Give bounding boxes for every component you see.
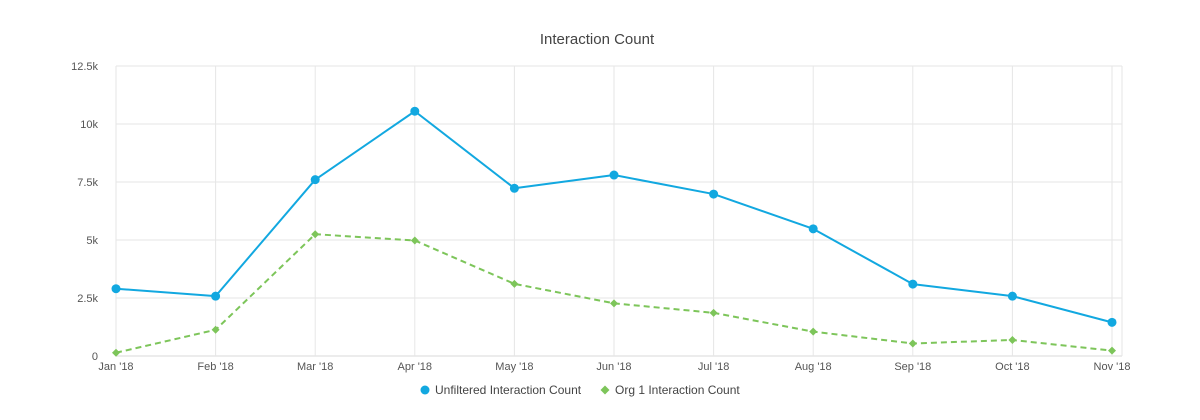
legend-marker-circle [420, 385, 430, 395]
data-point[interactable] [510, 279, 519, 288]
x-tick-label: Apr '18 [398, 361, 433, 373]
y-tick-label: 5k [86, 235, 98, 247]
data-point[interactable] [709, 308, 718, 317]
legend-item-2[interactable]: Org 1 Interaction Count [600, 383, 741, 397]
series-layer [111, 106, 1117, 357]
data-point[interactable] [410, 106, 420, 116]
legend-label: Org 1 Interaction Count [615, 383, 740, 397]
y-tick-label: 0 [92, 351, 98, 363]
axes: 0 2.5k 5k 7.5k 10k 12.5k Jan '18 Feb '18 Mar '18… [71, 61, 1130, 373]
data-point[interactable] [1007, 291, 1017, 301]
data-point[interactable] [808, 224, 818, 234]
data-point[interactable] [709, 189, 719, 199]
x-tick-label: Aug '18 [795, 361, 832, 373]
data-point[interactable] [410, 236, 419, 245]
y-tick-label: 10k [80, 119, 98, 131]
x-tick-label: May '18 [495, 361, 533, 373]
data-point[interactable] [112, 348, 120, 357]
y-tick-label: 12.5k [71, 61, 98, 73]
chart-title: Interaction Count [540, 31, 655, 48]
data-point[interactable] [211, 291, 221, 301]
legend-item-1[interactable]: Unfiltered Interaction Count [420, 383, 582, 397]
data-point[interactable] [111, 284, 121, 294]
data-point[interactable] [908, 279, 918, 289]
legend-label: Unfiltered Interaction Count [435, 383, 582, 397]
data-point[interactable] [211, 325, 220, 334]
data-point[interactable] [311, 230, 320, 239]
x-tick-label: Feb '18 [197, 361, 233, 373]
legend[interactable]: Unfiltered Interaction Count Org 1 Intera… [420, 383, 741, 397]
y-tick-label: 2.5k [77, 293, 98, 305]
x-tick-label: Nov '18 [1094, 361, 1131, 373]
x-tick-label: Jan '18 [98, 361, 133, 373]
data-point[interactable] [1008, 335, 1017, 344]
legend-marker-diamond [600, 385, 610, 395]
grid [115, 65, 1123, 357]
data-point[interactable] [1108, 346, 1116, 355]
x-tick-label: Jun '18 [596, 361, 631, 373]
data-point[interactable] [809, 327, 818, 336]
x-tick-label: Oct '18 [995, 361, 1030, 373]
series-1 [111, 106, 1117, 327]
x-tick-label: Mar '18 [297, 361, 333, 373]
data-point[interactable] [908, 339, 917, 348]
series-2 [112, 230, 1116, 357]
y-tick-label: 7.5k [77, 177, 98, 189]
data-point[interactable] [310, 175, 320, 185]
x-tick-label: Jul '18 [698, 361, 729, 373]
data-point[interactable] [610, 299, 618, 308]
data-point[interactable] [609, 170, 619, 180]
data-point[interactable] [1107, 317, 1117, 327]
x-tick-label: Sep '18 [894, 361, 931, 373]
data-point[interactable] [509, 183, 519, 193]
